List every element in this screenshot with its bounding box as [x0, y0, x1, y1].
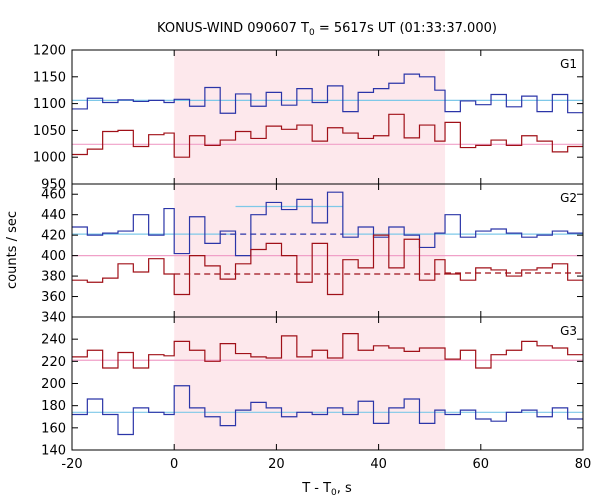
y-tick-label: 200 — [41, 377, 66, 392]
series-blue-step — [72, 191, 583, 257]
y-tick-label: 420 — [41, 229, 66, 244]
x-tick-label: 80 — [575, 457, 592, 472]
x-tick-label: -20 — [61, 457, 82, 472]
panels-group: 95010001050110011501200G1340360380400420… — [33, 44, 591, 473]
panel-g2: 340 360 380 400 420 440 460 G2 — [41, 183, 584, 326]
y-tick-label: 950 — [41, 178, 66, 193]
y-tick-label: 1200 — [33, 44, 66, 59]
y-tick-label: 440 — [41, 208, 66, 223]
y-tick-label: 220 — [41, 355, 66, 370]
y-tick-label: 1050 — [33, 124, 66, 139]
y-tick-label: 360 — [41, 290, 66, 305]
y-tick-label: 140 — [41, 444, 66, 459]
x-tick-label: 40 — [370, 457, 387, 472]
x-tick-label: 60 — [473, 457, 490, 472]
panel-label: G1 — [560, 57, 577, 71]
y-tick-label: 380 — [41, 270, 66, 285]
y-tick-label: 180 — [41, 399, 66, 414]
series-red-step — [72, 113, 583, 158]
series-red-step — [72, 333, 583, 369]
y-axis-label: counts / sec — [5, 211, 20, 289]
highlight-interval — [174, 50, 446, 184]
panel-label: G3 — [560, 324, 577, 338]
x-tick-label: 20 — [268, 457, 285, 472]
y-tick-label: 1100 — [33, 97, 66, 112]
panel-g1: 950 1000 1050 1100 1150 1200 G1 — [33, 44, 584, 193]
y-tick-label: 400 — [41, 249, 66, 264]
y-tick-label: 240 — [41, 333, 66, 348]
series-red-step — [72, 234, 583, 296]
y-tick-label: 460 — [41, 188, 66, 203]
panel-g3: 140 160 180 200 220 240 G3 — [41, 316, 584, 459]
y-tick-label: 340 — [41, 311, 66, 326]
highlight-interval — [174, 317, 446, 450]
chart-title: KONUS-WIND 090607 T0 = 5617s UT (01:33:3… — [157, 21, 497, 38]
x-tick-label: 0 — [170, 457, 178, 472]
y-tick-label: 1150 — [33, 70, 66, 85]
y-tick-label: 160 — [41, 421, 66, 436]
y-tick-label: 1000 — [33, 151, 66, 166]
x-axis-label: T - T0, s — [301, 481, 352, 498]
series-blue-step — [72, 73, 583, 114]
panel-label: G2 — [560, 191, 577, 205]
series-blue-step — [72, 385, 583, 436]
